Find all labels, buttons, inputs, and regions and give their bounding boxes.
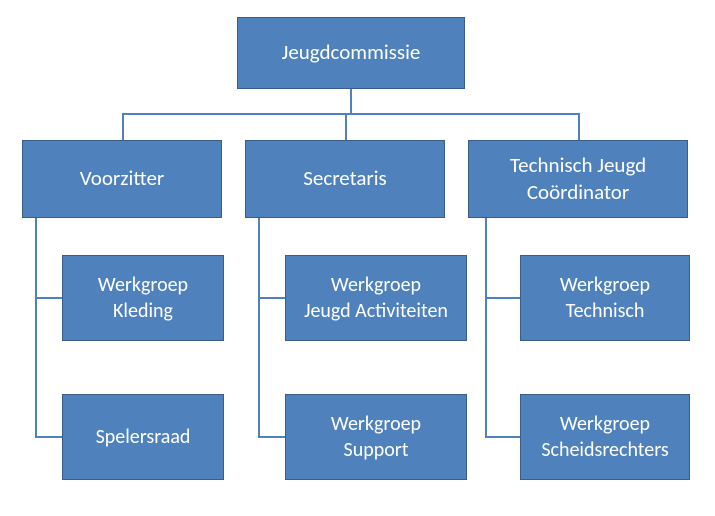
- connector: [350, 89, 352, 115]
- org-node-label: Spelersraad: [96, 424, 191, 450]
- connector: [35, 218, 37, 438]
- org-node-label: Voorzitter: [80, 165, 164, 192]
- org-node-label: Werkgroep Kleding: [98, 272, 188, 324]
- org-node-label: Werkgroep Technisch: [560, 272, 650, 324]
- org-node-label: Secretaris: [303, 165, 387, 192]
- connector: [345, 113, 347, 140]
- connector: [258, 436, 285, 438]
- org-node-label: Technisch Jeugd Coördinator: [510, 152, 646, 207]
- connector: [35, 436, 62, 438]
- org-node-l2a2: Spelersraad: [62, 394, 224, 480]
- org-node-l1a: Voorzitter: [22, 140, 222, 218]
- connector: [258, 297, 285, 299]
- org-node-root: Jeugdcommissie: [237, 17, 465, 89]
- org-node-l1c: Technisch Jeugd Coördinator: [468, 140, 688, 218]
- connector: [258, 218, 260, 438]
- org-node-l2b2: Werkgroep Support: [285, 394, 467, 480]
- org-node-l2a1: Werkgroep Kleding: [62, 255, 224, 341]
- org-node-l2b1: Werkgroep Jeugd Activiteiten: [285, 255, 467, 341]
- connector: [485, 218, 487, 438]
- connector: [35, 297, 62, 299]
- org-node-label: Werkgroep Support: [331, 411, 421, 463]
- org-node-label: Werkgroep Scheidsrechters: [541, 411, 668, 463]
- connector: [485, 297, 520, 299]
- org-node-l1b: Secretaris: [245, 140, 445, 218]
- org-node-label: Werkgroep Jeugd Activiteiten: [304, 272, 448, 324]
- connector: [485, 436, 520, 438]
- connector: [122, 113, 578, 115]
- org-node-label: Jeugdcommissie: [282, 39, 421, 66]
- connector: [122, 113, 124, 140]
- org-node-l2c1: Werkgroep Technisch: [520, 255, 690, 341]
- connector: [578, 113, 580, 140]
- org-node-l2c2: Werkgroep Scheidsrechters: [520, 394, 690, 480]
